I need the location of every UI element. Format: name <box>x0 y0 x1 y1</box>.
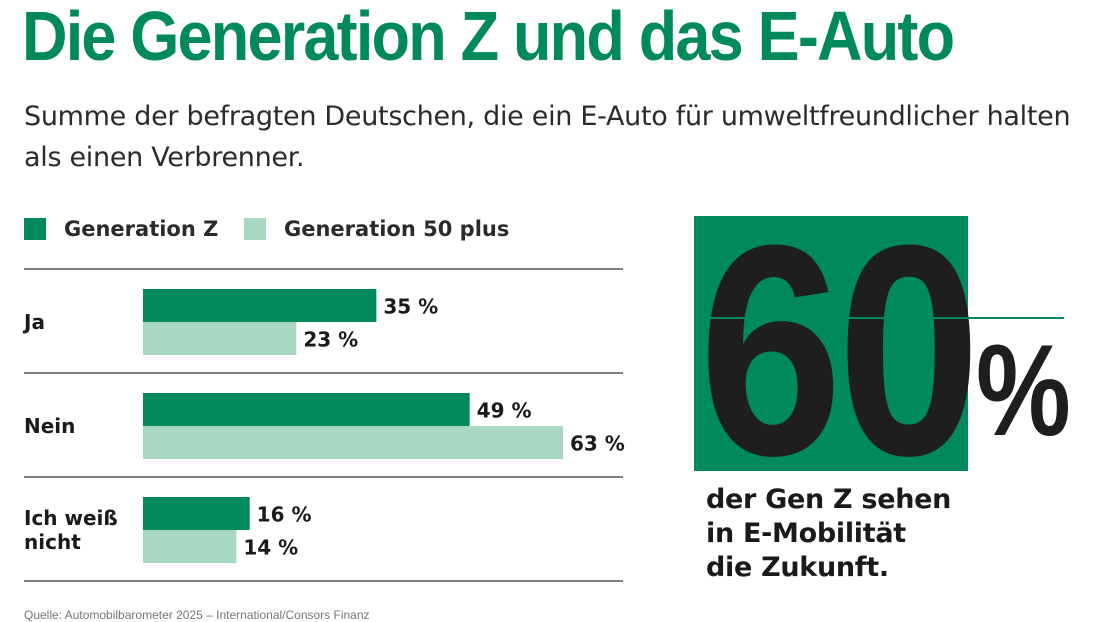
legend-item-generation-z: Generation Z <box>24 214 218 244</box>
data-label-generation-z: 35 % <box>383 295 438 319</box>
page-title: Die Generation Z und das E-Auto <box>22 0 955 75</box>
legend-swatch-generation-50-plus <box>244 218 266 240</box>
category-label-line: Ja <box>24 310 45 334</box>
highlight-caption-line-1: der Gen Z sehen <box>706 484 952 515</box>
data-label-generation-50-plus: 14 % <box>243 536 298 560</box>
category-label: Nein <box>24 414 75 438</box>
category-label-line: Ich weiß <box>24 506 118 530</box>
bar-generation-50-plus <box>143 530 237 563</box>
highlight-percent-sign: % <box>976 317 1071 463</box>
legend-item-generation-50-plus: Generation 50 plus <box>244 214 509 244</box>
legend-swatch-generation-z <box>24 218 46 240</box>
category-label-line: nicht <box>24 530 81 554</box>
legend-label-generation-50-plus: Generation 50 plus <box>284 217 510 241</box>
category-label: Ja <box>24 310 45 334</box>
category-label: Ich weiß nicht <box>24 506 118 554</box>
highlight-caption-line-2: in E-Mobilität <box>706 518 906 549</box>
source-note: Quelle: Automobilbarometer 2025 – Intern… <box>24 608 370 622</box>
subtitle: Summe der befragten Deutschen, die ein E… <box>24 101 1071 173</box>
highlight-divider <box>694 317 1064 319</box>
highlight-caption-line-3: die Zukunft. <box>706 552 889 583</box>
data-label-generation-50-plus: 63 % <box>570 432 625 456</box>
bar-generation-z <box>143 497 250 530</box>
bar-generation-z <box>143 393 470 426</box>
bar-generation-z <box>143 289 377 322</box>
legend-label-generation-z: Generation Z <box>64 217 219 241</box>
highlight-caption: der Gen Z sehen in E-Mobilität die Zukun… <box>706 483 1086 585</box>
data-label-generation-z: 16 % <box>257 503 312 527</box>
bar-chart: 35 % 23 % 49 % 63 % 16 % 14 % <box>24 268 625 582</box>
data-label-generation-50-plus: 23 % <box>303 328 358 352</box>
highlight-box <box>694 216 968 471</box>
category-label-line: Nein <box>24 414 76 438</box>
bar-generation-50-plus <box>143 322 297 355</box>
data-label-generation-z: 49 % <box>477 399 532 423</box>
highlight-number: 60 <box>699 182 981 518</box>
bar-generation-50-plus <box>143 426 563 459</box>
